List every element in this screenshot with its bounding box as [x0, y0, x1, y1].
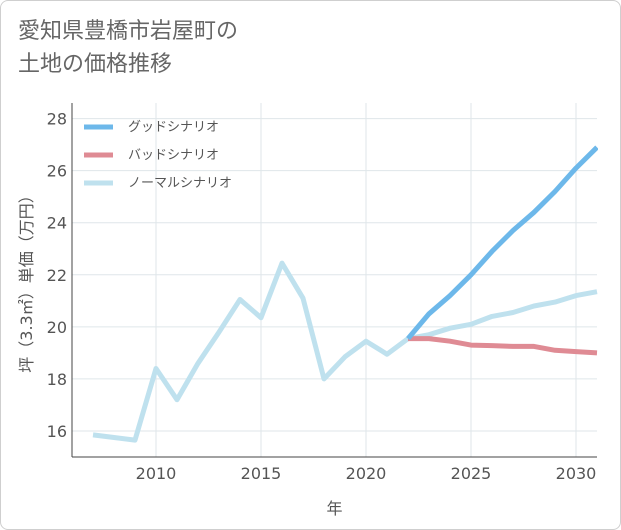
chart-title: 愛知県豊橋市岩屋町の 土地の価格推移	[18, 15, 238, 81]
x-axis-title: 年	[326, 499, 342, 518]
plot-right-cover	[598, 93, 620, 459]
series-line-1	[408, 336, 598, 356]
legend-label-1: バッドシナリオ	[128, 148, 219, 163]
y-tick-label: 28	[47, 110, 67, 129]
y-tick-label: 16	[47, 422, 67, 441]
legend-label-2: ノーマルシナリオ	[128, 176, 232, 191]
y-tick-label: 18	[47, 370, 67, 389]
x-tick-label: 2025	[451, 464, 492, 483]
y-tick-label: 22	[47, 266, 67, 285]
x-tick-label: 2030	[556, 464, 597, 483]
y-axis-title: 坪（3.3㎡）単価（万円）	[17, 187, 36, 372]
y-tick-label: 26	[47, 162, 67, 181]
y-tick-label: 20	[47, 318, 67, 337]
x-tick-label: 2020	[346, 464, 387, 483]
series-line-0	[406, 145, 599, 341]
x-tick-label: 2015	[241, 464, 282, 483]
chart-title-line2: 土地の価格推移	[18, 52, 173, 77]
series-line-2	[92, 260, 598, 443]
legend-label-0: グッドシナリオ	[128, 120, 219, 135]
plot-area	[72, 103, 597, 457]
y-tick-label: 24	[47, 214, 67, 233]
x-tick-label: 2010	[136, 464, 177, 483]
chart-title-line1: 愛知県豊橋市岩屋町の	[18, 19, 239, 44]
